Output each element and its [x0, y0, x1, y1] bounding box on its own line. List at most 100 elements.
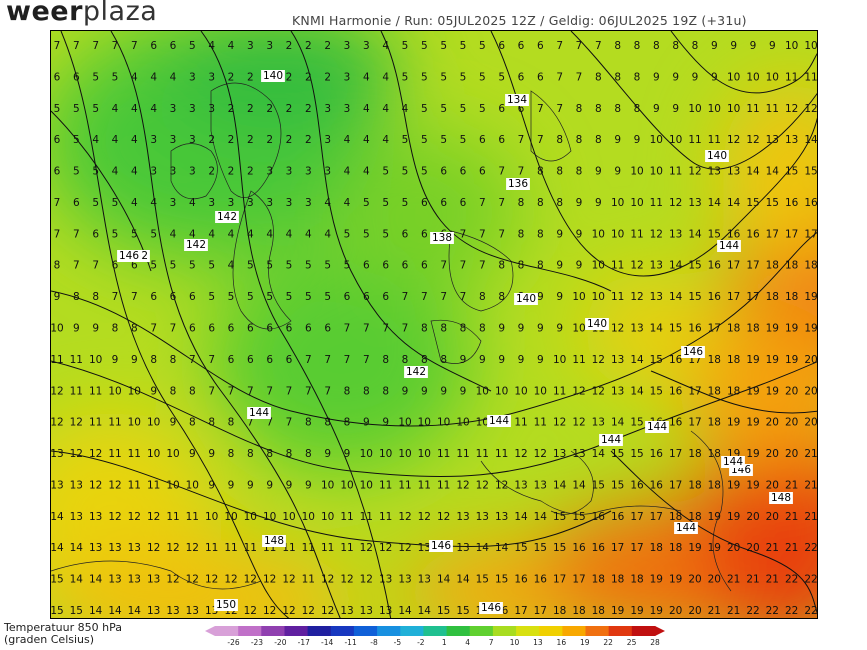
temperature-value: 12	[746, 134, 759, 146]
temperature-values: 7 7 7 7 7 6 6 5 4 4 3 3 2 2 2 3 3 4 5 5 5 5 5 6 6 6 7 7 7 8 8 8 8 8 9 9 9 9 10…	[51, 40, 818, 617]
temperature-value: 4	[363, 134, 370, 146]
temperature-value: 9	[711, 40, 718, 52]
temperature-value: 18	[708, 385, 721, 397]
temperature-value: 21	[708, 605, 721, 617]
contour-label-box	[215, 211, 239, 223]
contour-label-box	[645, 421, 669, 433]
temperature-value: 9	[208, 479, 215, 491]
temperature-value: 10	[456, 417, 469, 429]
temperature-value: 9	[440, 385, 447, 397]
temperature-value: 11	[398, 479, 411, 491]
temperature-value: 11	[746, 103, 759, 115]
temperature-value: 10	[534, 385, 547, 397]
temperature-value: 15	[70, 605, 83, 617]
temperature-value: 8	[324, 417, 331, 429]
temperature-value: 3	[266, 166, 273, 178]
temperature-value: 12	[244, 605, 257, 617]
temperature-value: 12	[785, 103, 798, 115]
temperature-value: 14	[572, 479, 586, 491]
temperature-value: 4	[266, 228, 273, 240]
temperature-value: 12	[51, 417, 64, 429]
temperature-value: 11	[244, 542, 257, 554]
temperature-value: 10	[340, 479, 353, 491]
temperature-value: 20	[766, 448, 779, 460]
temperature-value: 20	[727, 542, 740, 554]
temperature-value: 6	[518, 103, 525, 115]
temperature-value: 9	[228, 479, 235, 491]
temperature-value: 7	[479, 260, 486, 272]
temperature-value: 8	[150, 354, 157, 366]
temperature-value: 6	[150, 40, 157, 52]
temperature-value: 9	[518, 354, 525, 366]
temperature-value: 14	[804, 134, 818, 146]
temperature-value: 10	[379, 448, 392, 460]
temperature-value: 9	[556, 323, 563, 335]
temperature-value: 12	[630, 260, 643, 272]
temperature-value: 19	[688, 542, 701, 554]
temperature-value: 3	[150, 134, 157, 146]
temperature-value: 12	[166, 542, 179, 554]
temperature-value: 11	[302, 574, 315, 586]
temperature-value: 12	[89, 448, 102, 460]
temperature-value: 14	[495, 542, 509, 554]
temperature-field-shading	[51, 31, 817, 618]
temperature-value: 6	[363, 291, 370, 303]
contour-label: 140	[707, 150, 727, 162]
temperature-value: 8	[208, 417, 215, 429]
temperature-map: 7 7 7 7 7 6 6 5 4 4 3 3 2 2 2 3 3 4 5 5 5 5 5 6 6 6 7 7 7 8 8 8 8 8 9 9 9 9 10…	[50, 30, 818, 619]
temperature-value: 13	[128, 542, 141, 554]
temperature-value: 5	[286, 291, 293, 303]
temperature-value: 19	[766, 354, 779, 366]
temperature-value: 6	[112, 260, 119, 272]
temperature-value: 9	[131, 354, 138, 366]
color-bar-segment	[400, 626, 424, 636]
temperature-value: 7	[576, 71, 583, 83]
temperature-value: 18	[727, 323, 740, 335]
temperature-value: 9	[54, 291, 61, 303]
temperature-value: 10	[630, 166, 643, 178]
temperature-value: 4	[382, 134, 389, 146]
temperature-value: 10	[592, 291, 605, 303]
temperature-value: 9	[576, 260, 583, 272]
temperature-value: 6	[440, 197, 447, 209]
temperature-value: 18	[727, 385, 740, 397]
temperature-value: 19	[727, 511, 740, 523]
temperature-value: 2	[247, 71, 254, 83]
temperature-value: 20	[766, 479, 779, 491]
color-bar-tick: 7	[488, 638, 494, 647]
temperature-value: 16	[804, 197, 818, 209]
temperature-value: 7	[73, 260, 80, 272]
temperature-value: 10	[282, 511, 295, 523]
temperature-value: 3	[170, 166, 177, 178]
temperature-value: 15	[456, 605, 469, 617]
temperature-value: 7	[305, 354, 312, 366]
temperature-value: 10	[611, 197, 624, 209]
temperature-value: 4	[382, 40, 389, 52]
temperature-value: 7	[460, 228, 467, 240]
temperature-value: 19	[611, 605, 624, 617]
temperature-value: 14	[476, 542, 490, 554]
color-bar-segment	[608, 626, 633, 636]
color-bar-tick: -11	[344, 638, 357, 647]
temperature-value: 3	[286, 197, 293, 209]
color-bar-segment	[516, 626, 540, 636]
temperature-value: 11	[166, 511, 179, 523]
temperature-value: 12	[51, 385, 64, 397]
temperature-value: 15	[708, 228, 721, 240]
temperature-value: 13	[128, 574, 141, 586]
temperature-value: 13	[147, 605, 160, 617]
contour-label-box	[721, 456, 745, 468]
temperature-value: 9	[692, 71, 699, 83]
temperature-value: 6	[73, 71, 80, 83]
temperature-value: 7	[498, 228, 505, 240]
temperature-value: 11	[630, 228, 643, 240]
temperature-value: 7	[518, 134, 525, 146]
temperature-value: 11	[321, 542, 334, 554]
temperature-value: 12	[398, 511, 411, 523]
temperature-value: 13	[766, 134, 779, 146]
temperature-value: 11	[495, 448, 508, 460]
temperature-value: 13	[360, 605, 373, 617]
contour-label: 140	[516, 293, 536, 305]
temperature-value: 9	[537, 291, 544, 303]
temperature-value: 19	[766, 385, 779, 397]
